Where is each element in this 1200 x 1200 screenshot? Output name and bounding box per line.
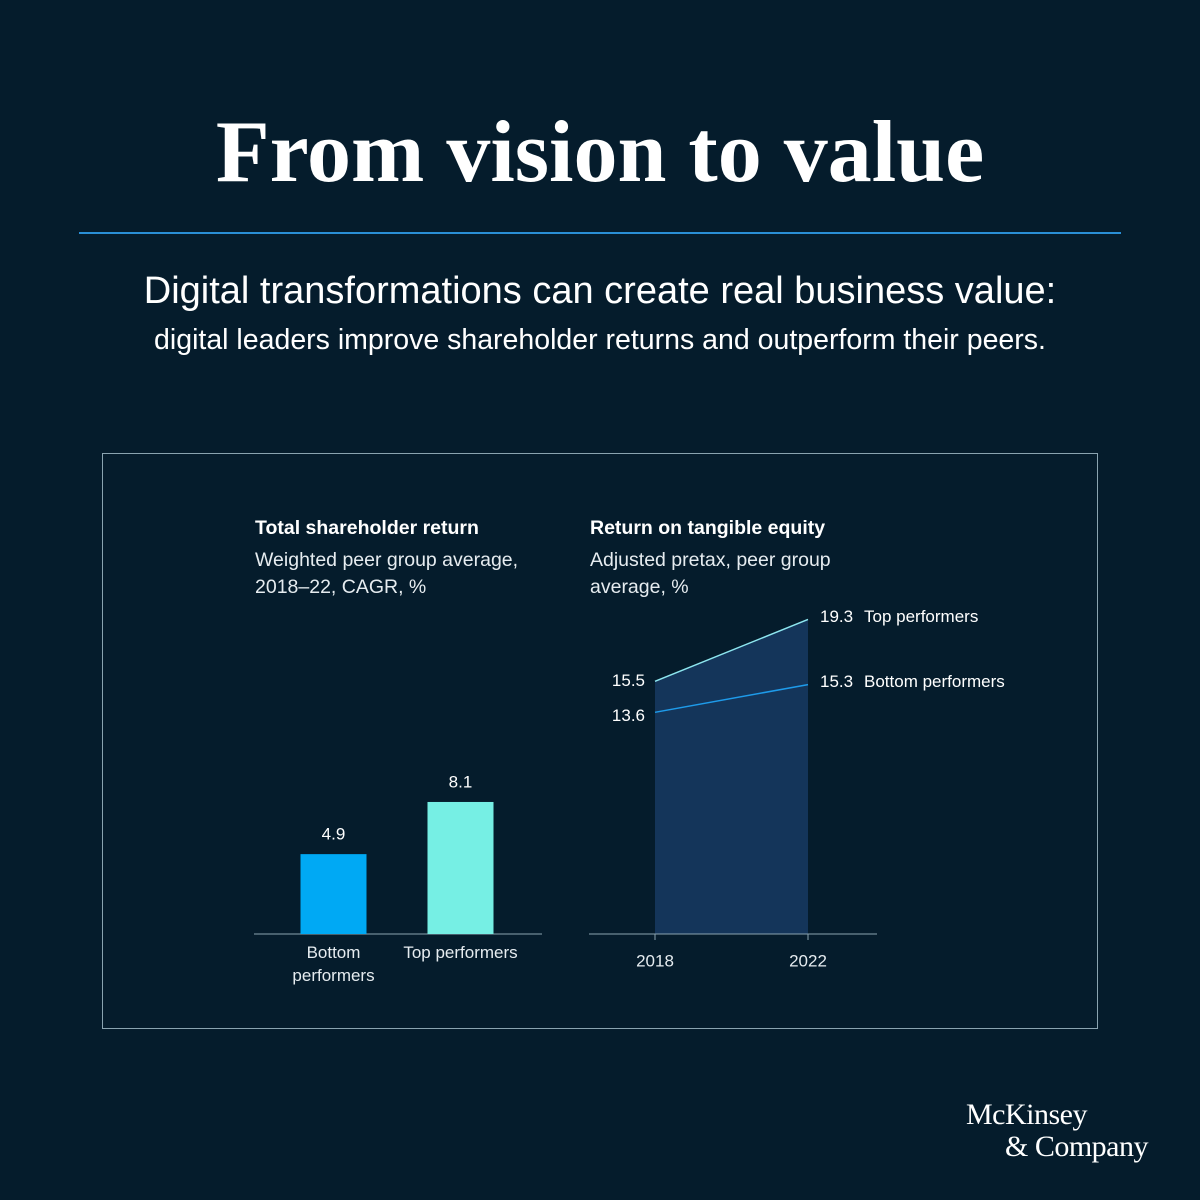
value-label: 13.6 (612, 706, 645, 725)
value-label: 15.3 (820, 672, 853, 691)
series-label: Top performers (864, 607, 978, 626)
x-tick-label: Top performers (403, 943, 518, 962)
chart-subtitle: Weighted peer group average, 2018–22, CA… (255, 549, 519, 598)
logo-line: McKinsey (966, 1098, 1087, 1131)
chart-subtitle: Adjusted pretax, peer group average, % (590, 549, 831, 598)
x-tick-label: 2022 (789, 951, 827, 970)
x-tick-label: Bottom performers (292, 943, 375, 985)
value-label: 4.9 (322, 825, 346, 844)
series-label: Bottom performers (864, 672, 1005, 691)
subtitle-detail: digital leaders improve shareholder retu… (154, 324, 1046, 356)
chart-frame (102, 453, 1098, 1029)
area (655, 619, 808, 934)
line (654, 683, 809, 714)
chart-title: Return on tangible equity (590, 517, 826, 539)
line (654, 618, 809, 683)
x-tick-label: 2018 (636, 951, 674, 970)
subtitle: Digital transformations can create real … (143, 270, 1057, 312)
divider (79, 232, 1121, 234)
logo-line: & Company (1005, 1130, 1149, 1163)
value-label: 8.1 (449, 772, 473, 791)
value-label: 15.5 (612, 671, 645, 690)
bar (300, 854, 367, 934)
bar (427, 801, 494, 934)
value-label: 19.3 (820, 607, 853, 626)
page-title: From vision to value (215, 104, 985, 201)
chart-title: Total shareholder return (255, 517, 479, 539)
